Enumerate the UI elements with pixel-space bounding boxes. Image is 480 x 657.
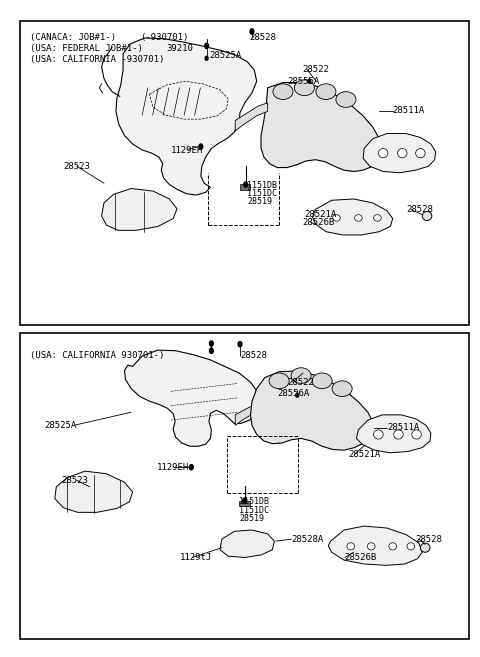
- Polygon shape: [328, 526, 422, 565]
- Ellipse shape: [273, 84, 293, 99]
- Ellipse shape: [333, 215, 340, 221]
- Text: 1151DC: 1151DC: [239, 506, 269, 515]
- Text: 1151DB: 1151DB: [247, 181, 277, 191]
- Text: 28519: 28519: [239, 514, 264, 524]
- Ellipse shape: [389, 543, 396, 550]
- Circle shape: [205, 57, 208, 60]
- Text: 28525A: 28525A: [209, 51, 241, 60]
- Polygon shape: [124, 350, 260, 446]
- Ellipse shape: [332, 381, 352, 397]
- Text: 1129EH: 1129EH: [171, 146, 203, 155]
- Ellipse shape: [378, 148, 388, 158]
- Bar: [239, 501, 250, 507]
- Circle shape: [204, 43, 208, 49]
- Text: (USA: CALIFORNIA -930701): (USA: CALIFORNIA -930701): [30, 55, 164, 64]
- Text: 28528: 28528: [240, 351, 267, 361]
- Polygon shape: [235, 102, 268, 131]
- Text: 28526B: 28526B: [344, 553, 376, 562]
- Ellipse shape: [373, 430, 383, 439]
- Polygon shape: [102, 189, 177, 231]
- Bar: [21, 21, 469, 325]
- Text: 28556A: 28556A: [288, 77, 320, 85]
- Circle shape: [308, 79, 311, 83]
- Text: (USA: CALIFORNIA 930701-): (USA: CALIFORNIA 930701-): [30, 351, 164, 361]
- Circle shape: [209, 341, 213, 346]
- Text: 1129EH: 1129EH: [156, 463, 189, 472]
- Text: 28556A: 28556A: [277, 390, 310, 398]
- Ellipse shape: [422, 212, 432, 221]
- Polygon shape: [261, 83, 382, 171]
- Text: 28528: 28528: [250, 33, 276, 42]
- Ellipse shape: [367, 543, 375, 550]
- Ellipse shape: [416, 148, 425, 158]
- Text: 28511A: 28511A: [387, 424, 419, 432]
- Polygon shape: [312, 199, 393, 235]
- Ellipse shape: [269, 373, 289, 389]
- Ellipse shape: [355, 215, 362, 221]
- Ellipse shape: [394, 430, 403, 439]
- Text: 28523: 28523: [63, 162, 90, 171]
- Circle shape: [296, 394, 299, 397]
- Text: 1151DC: 1151DC: [247, 189, 277, 198]
- Ellipse shape: [373, 215, 381, 221]
- Text: 28511A: 28511A: [393, 106, 425, 115]
- Ellipse shape: [347, 543, 355, 550]
- Circle shape: [244, 182, 248, 187]
- Ellipse shape: [291, 368, 311, 384]
- Circle shape: [209, 348, 213, 353]
- Text: 28522: 28522: [288, 378, 314, 387]
- Circle shape: [243, 498, 247, 503]
- Bar: [21, 333, 469, 639]
- Text: 28526B: 28526B: [302, 218, 334, 227]
- Text: (USA: FEDERAL JOB#1-): (USA: FEDERAL JOB#1-): [30, 44, 143, 53]
- Polygon shape: [357, 415, 431, 453]
- Text: (CANACA: JOB#1-): (CANACA: JOB#1-): [30, 33, 116, 42]
- Ellipse shape: [312, 373, 332, 389]
- Bar: [240, 184, 251, 190]
- Ellipse shape: [294, 80, 314, 96]
- Polygon shape: [235, 399, 268, 425]
- Text: 28522: 28522: [302, 65, 329, 74]
- Circle shape: [190, 464, 193, 470]
- Ellipse shape: [336, 92, 356, 107]
- Circle shape: [238, 342, 242, 347]
- Text: 28519: 28519: [247, 197, 272, 206]
- Ellipse shape: [407, 543, 415, 550]
- Ellipse shape: [397, 148, 407, 158]
- Text: 28521A: 28521A: [304, 210, 336, 219]
- Polygon shape: [116, 38, 257, 195]
- Circle shape: [250, 29, 254, 34]
- Text: 28528: 28528: [406, 205, 433, 214]
- Ellipse shape: [412, 430, 421, 439]
- Circle shape: [199, 144, 203, 149]
- Ellipse shape: [316, 84, 336, 99]
- Text: 28525A: 28525A: [44, 421, 77, 430]
- Text: 1151DB: 1151DB: [239, 497, 269, 507]
- Text: 39210: 39210: [166, 44, 193, 53]
- Text: 28523: 28523: [61, 476, 88, 485]
- Polygon shape: [55, 471, 132, 512]
- Text: 28521A: 28521A: [349, 449, 381, 459]
- Text: 28528: 28528: [416, 535, 443, 543]
- Text: 1129tJ: 1129tJ: [180, 553, 213, 562]
- Polygon shape: [251, 371, 373, 450]
- Polygon shape: [220, 530, 275, 558]
- Text: (-930701): (-930701): [140, 33, 188, 42]
- Text: 28528A: 28528A: [291, 535, 324, 543]
- Polygon shape: [363, 133, 436, 173]
- Ellipse shape: [420, 543, 430, 553]
